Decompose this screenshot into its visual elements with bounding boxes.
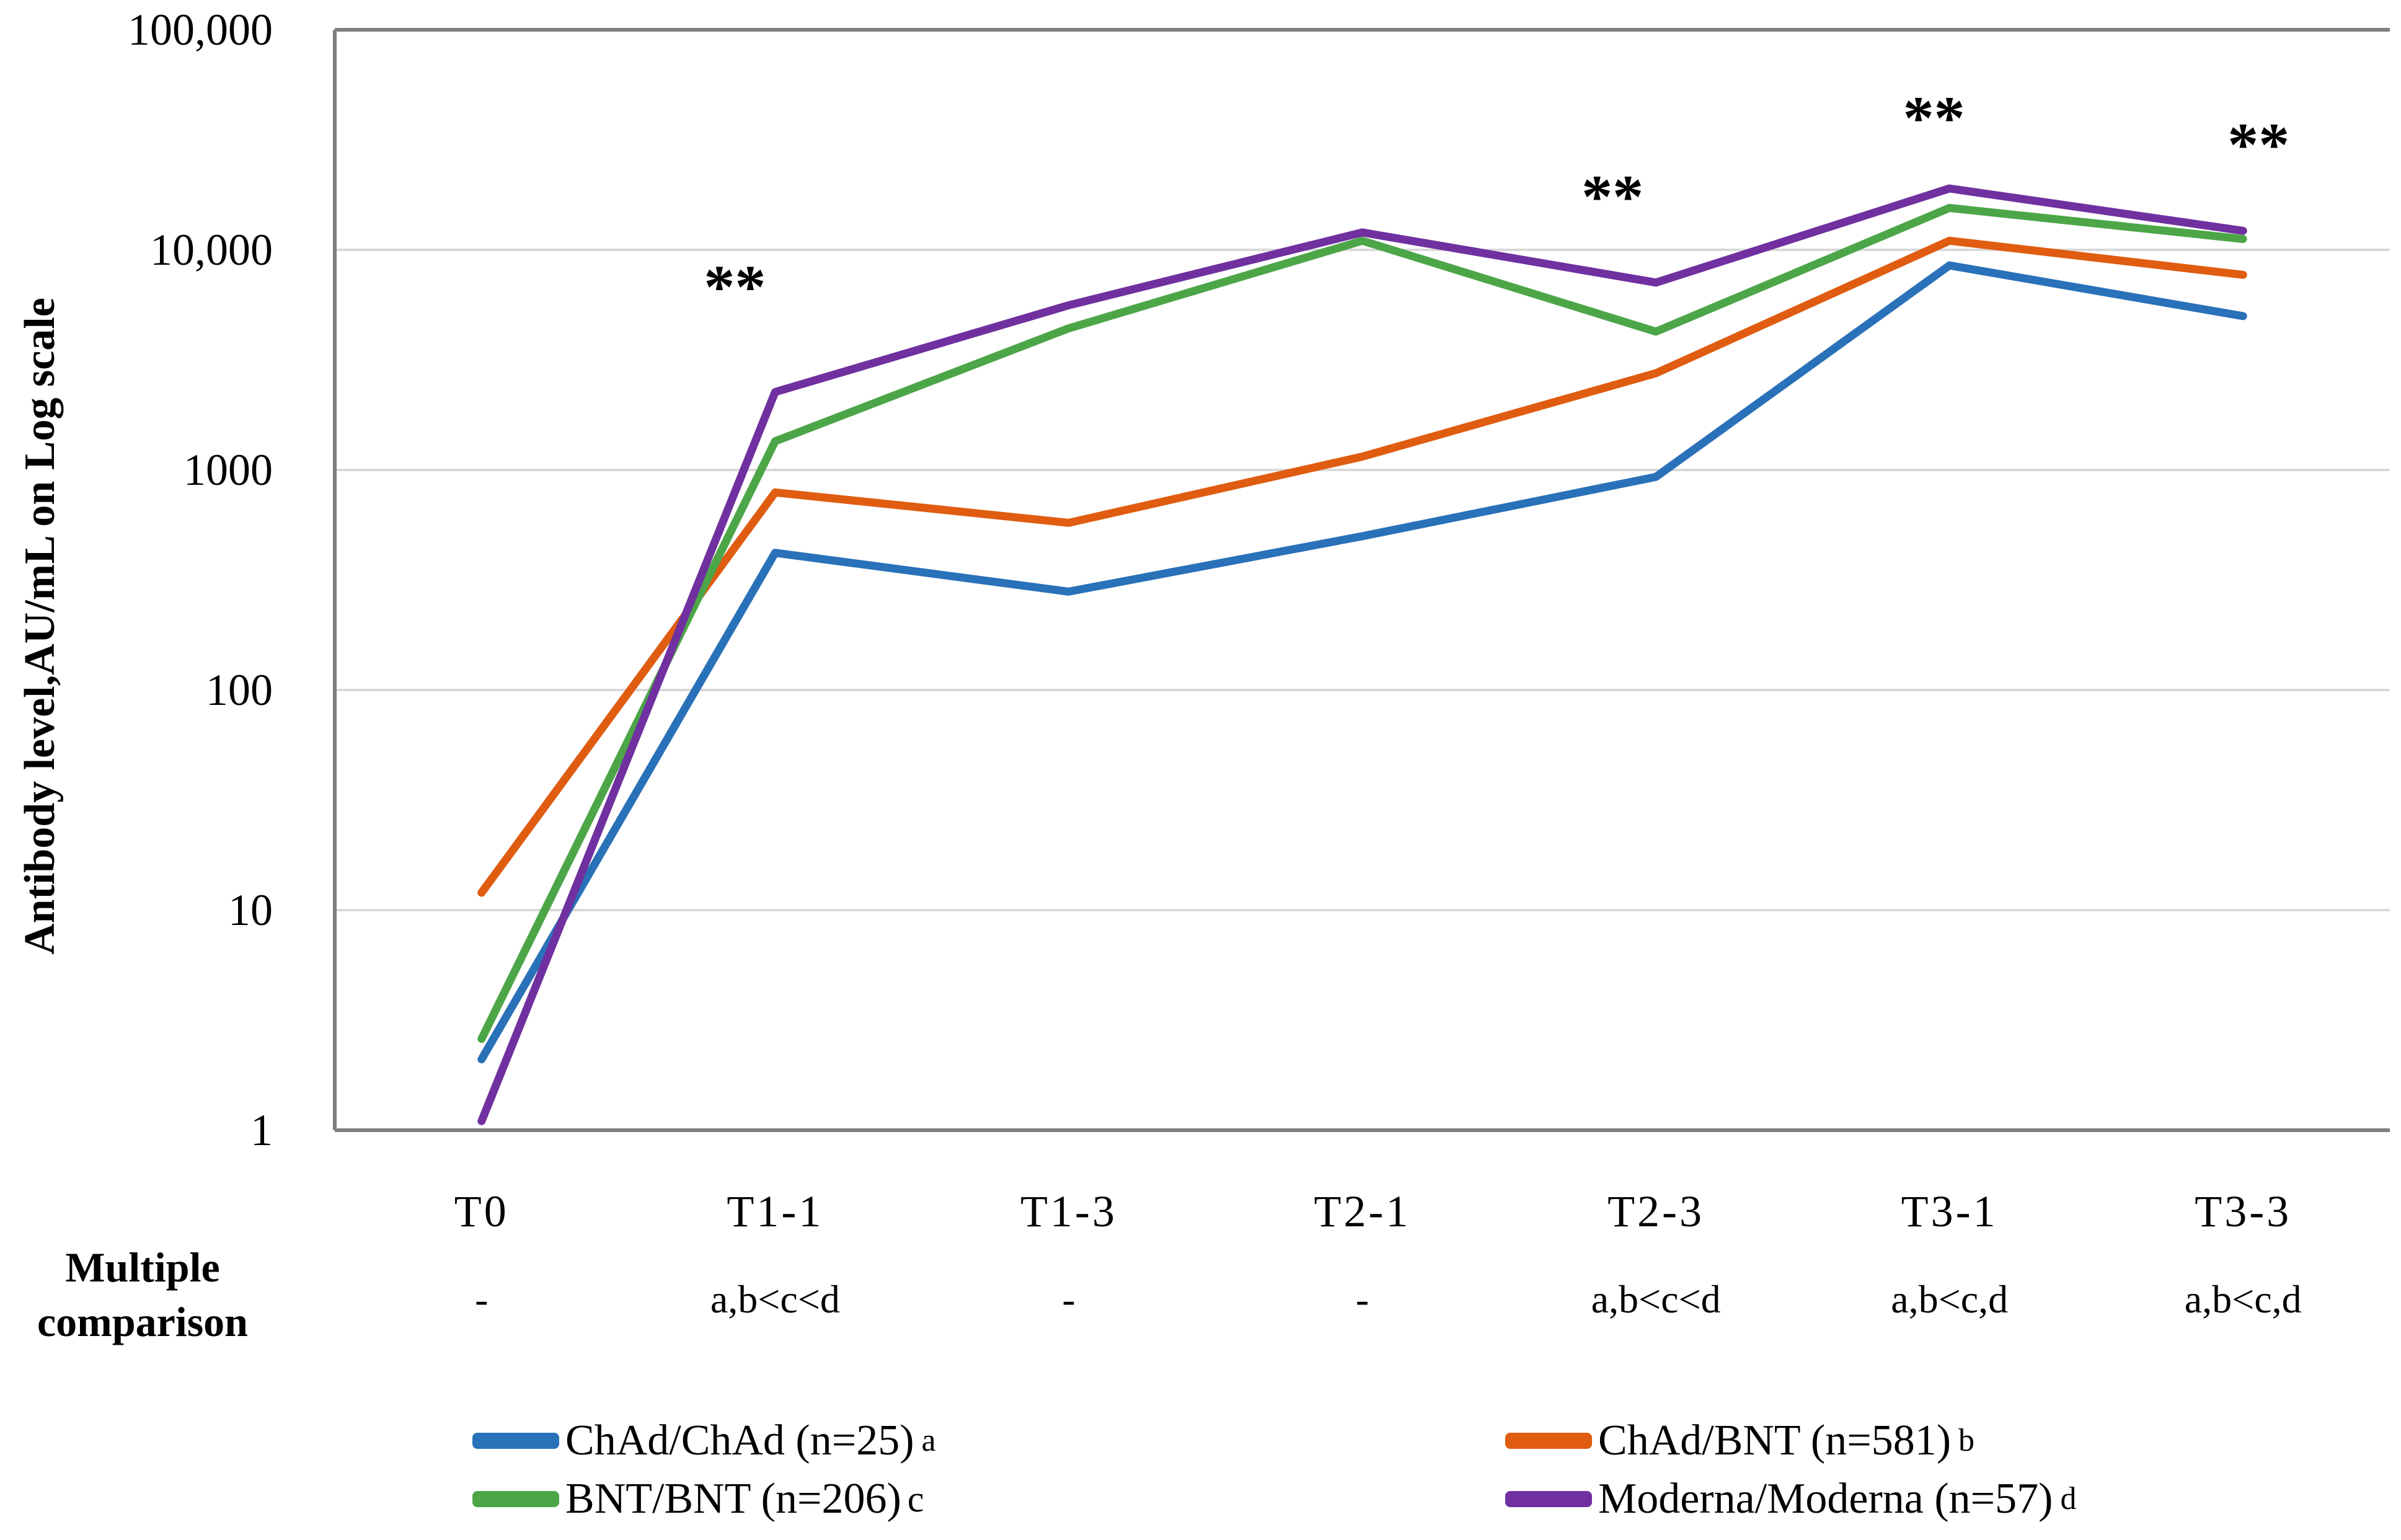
x-tick-label-t0: T0 [454,1187,509,1236]
x-tick-label-t3-3: T3-3 [2195,1187,2292,1236]
x-tick-label-t3-1: T3-1 [1901,1187,1998,1236]
significance-annotation-1: ** [1581,162,1643,231]
series-line-moderna-moderna [477,184,2247,1125]
legend-label: ChAd/BNT (n=581) [1598,1417,1952,1464]
legend-swatch-icon [1505,1433,1592,1449]
legend-label: ChAd/ChAd (n=25) [565,1417,914,1464]
series-line-bnt-bnt [477,203,2247,1043]
significance-annotation-3: ** [2227,110,2289,179]
comparison-value-t1-3: - [1062,1277,1076,1321]
comparison-value-t0: - [475,1277,489,1321]
legend-label-suffix: a [921,1423,936,1458]
comparison-row-label: Multiple comparison [12,1240,273,1349]
legend-swatch-icon [472,1491,559,1507]
y-tick-label-100000: 100,000 [128,5,273,55]
legend-label-suffix: c [907,1479,924,1520]
legend-item-b: ChAd/BNT (n=581) b [1505,1415,1974,1467]
legend-swatch-icon [472,1433,559,1449]
y-tick-label-10000: 10,000 [150,225,273,275]
y-tick-label-1000: 1000 [184,445,273,495]
x-tick-label-t2-3: T2-3 [1607,1187,1705,1236]
comparison-value-t1-1: a,b<c<d [710,1277,840,1321]
comparison-row-label-line2: comparison [37,1298,248,1345]
comparison-value-t2-1: - [1355,1277,1369,1321]
legend-swatch-icon [1505,1491,1592,1507]
legend-item-a: ChAd/ChAd (n=25) a [472,1415,936,1467]
series-line-chad-chad [477,261,2247,1064]
legend-label-suffix: d [2060,1481,2077,1516]
y-tick-label-100: 100 [206,665,273,715]
legend-item-d: Moderna/Moderna (n=57) d [1505,1473,2076,1525]
legend-label: BNT/BNT (n=206) [565,1475,901,1523]
significance-annotation-0: ** [704,252,766,321]
significance-annotation-2: ** [1903,83,1965,152]
legend-label: Moderna/Moderna (n=57) [1598,1475,2053,1523]
comparison-row-label-line1: Multiple [65,1244,220,1291]
x-tick-label-t1-3: T1-3 [1020,1187,1117,1236]
comparison-value-t3-1: a,b<c,d [1891,1277,2009,1321]
legend-item-c: BNT/BNT (n=206) c [472,1473,924,1525]
legend-label-suffix: b [1958,1423,1975,1458]
comparison-value-t2-3: a,b<c<d [1591,1277,1721,1321]
y-tick-label-10: 10 [228,885,273,935]
series-line-chad-bnt [477,236,2247,897]
y-tick-label-1: 1 [250,1105,273,1155]
x-tick-label-t2-1: T2-1 [1314,1187,1411,1236]
x-tick-label-t1-1: T1-1 [727,1187,824,1236]
comparison-value-t3-3: a,b<c,d [2184,1277,2302,1321]
